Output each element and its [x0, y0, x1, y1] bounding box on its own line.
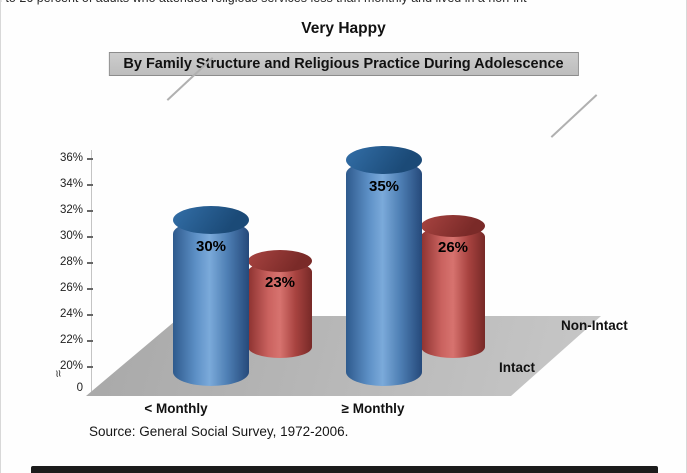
series-label-intact: Intact: [499, 360, 536, 375]
x-category-label-lt-monthly: < Monthly: [144, 401, 208, 416]
bar-intact-ge-monthly: 35%: [346, 146, 422, 386]
y-tick-label: 26%: [59, 282, 83, 294]
y-tick-label: 22%: [59, 334, 83, 346]
y-tick-label: 34%: [59, 178, 83, 190]
y-tick-label: 36%: [59, 152, 83, 164]
y-tick-mark: [87, 236, 93, 238]
y-tick-label: 28%: [59, 256, 83, 268]
cylinder-body: [346, 160, 422, 386]
bar-value-label: 35%: [368, 178, 400, 195]
bar-non-intact-lt-monthly: 23%: [248, 250, 312, 358]
cropped-text: d to 26 percent of adults who attended r…: [1, 0, 527, 5]
bar-value-label: 26%: [437, 239, 469, 256]
y-tick-mark: [87, 366, 93, 368]
chart-subtitle: By Family Structure and Religious Practi…: [108, 52, 579, 76]
series-label-non-intact: Non-Intact: [561, 318, 628, 333]
frame-edge-line: [550, 94, 598, 138]
cylinder-top: [173, 206, 249, 234]
cylinder-top: [248, 250, 312, 272]
y-tick-mark: [87, 158, 93, 160]
y-tick-mark: [87, 210, 93, 212]
video-progress-bar[interactable]: [31, 466, 658, 473]
bar-non-intact-ge-monthly: 26%: [421, 215, 485, 358]
y-tick-mark: [87, 314, 93, 316]
bar-intact-lt-monthly: 30%: [173, 206, 249, 386]
y-tick-label: 30%: [59, 230, 83, 242]
y-tick-label: 32%: [59, 204, 83, 216]
y-axis-line: [91, 150, 92, 392]
bar-value-label: 30%: [195, 238, 227, 255]
cylinder-body: [421, 226, 485, 358]
y-tick-mark: [87, 184, 93, 186]
cylinder-top: [421, 215, 485, 237]
chart-title: Very Happy: [301, 20, 386, 37]
y-tick-label: 0: [76, 382, 83, 394]
chart-floor: [86, 316, 601, 396]
source-citation: Source: General Social Survey, 1972-2006…: [89, 424, 349, 439]
cropped-text-line: d to 26 percent of adults who attended r…: [1, 0, 686, 6]
y-tick-label: 20%: [59, 360, 83, 372]
x-category-label-ge-monthly: ≥ Monthly: [341, 401, 405, 416]
axis-break-icon: ≈: [50, 368, 67, 379]
bar-value-label: 23%: [264, 274, 296, 291]
y-tick-label: 24%: [59, 308, 83, 320]
y-tick-mark: [87, 262, 93, 264]
cylinder-body: [248, 261, 312, 358]
y-tick-mark: [87, 288, 93, 290]
cylinder-body: [173, 220, 249, 386]
cylinder-top: [346, 146, 422, 174]
y-tick-mark: [87, 340, 93, 342]
